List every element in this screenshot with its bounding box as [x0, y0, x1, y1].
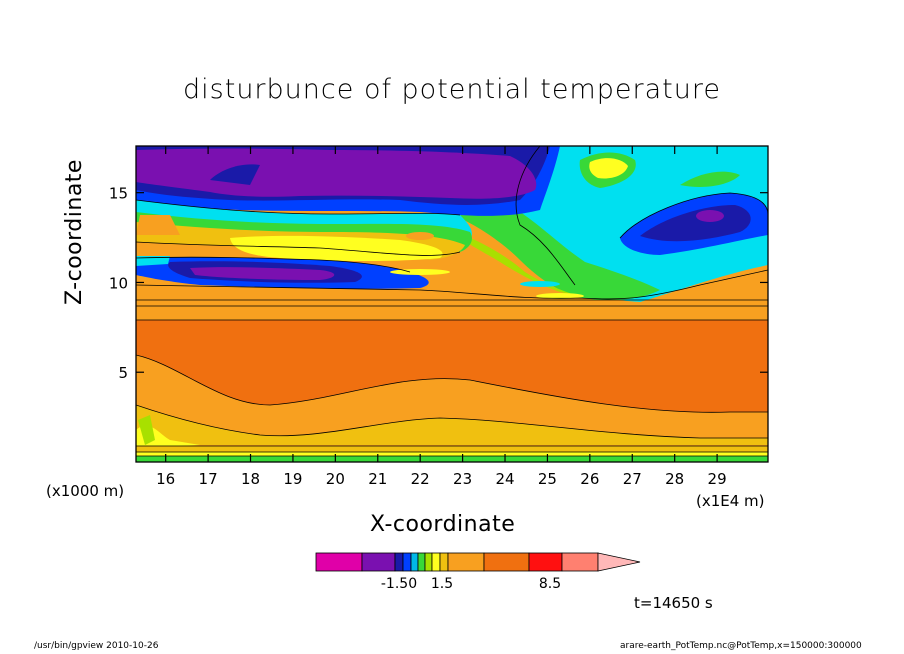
colorbar-swatch: [439, 552, 449, 572]
colorbar-swatch: [447, 552, 485, 572]
x-tick-label: 21: [368, 470, 387, 488]
y-tick-label: 10: [109, 274, 128, 292]
colorbar-extension: [597, 552, 641, 572]
field-dark-orange: [136, 320, 768, 413]
x-tick-label: 20: [326, 470, 345, 488]
colorbar-swatch: [528, 552, 563, 572]
y-tick-label: 15: [109, 185, 128, 203]
x-tick-label: 23: [453, 470, 472, 488]
plot-frame: [135, 145, 769, 463]
y-axis-label: Z-coordinate: [62, 159, 87, 305]
y-tick-marks: 5 10 15: [109, 185, 768, 382]
x-tick-label: 25: [538, 470, 557, 488]
footer-left: /usr/bin/gpview 2010-10-26: [34, 641, 159, 651]
footer-right: arare-earth_PotTemp.nc@PotTemp,x=150000:…: [620, 641, 862, 651]
colorbar-swatch: [431, 552, 441, 572]
x-tick-label: 16: [156, 470, 175, 488]
x-tick-label: 19: [283, 470, 302, 488]
y-tick-label: 5: [118, 364, 128, 382]
x-tick-marks: 16 17 18 19 20 21 22 23 24 25 26 27 28 29: [156, 146, 727, 488]
colorbar-swatch: [315, 552, 363, 572]
x-tick-label: 29: [708, 470, 727, 488]
x-tick-label: 17: [199, 470, 218, 488]
colorbar: -1.50 1.5 8.5: [315, 552, 641, 592]
colorbar-label: 8.5: [539, 576, 561, 592]
x-tick-label: 22: [411, 470, 430, 488]
x-tick-label: 26: [580, 470, 599, 488]
x-tick-label: 18: [241, 470, 260, 488]
time-label: t=14650 s: [634, 594, 713, 612]
colorbar-swatch: [410, 552, 419, 572]
x-tick-label: 27: [623, 470, 642, 488]
field-purple-top: [136, 148, 537, 199]
contour-field: [136, 146, 768, 462]
contour-lines: [136, 146, 768, 457]
colorbar-swatch: [417, 552, 426, 572]
colorbar-swatch: [402, 552, 412, 572]
chart-title: disturbunce of potential temperature: [183, 74, 721, 105]
colorbar-swatch: [361, 552, 396, 572]
colorbar-swatch: [424, 552, 433, 572]
x-unit-left: (x1000 m): [46, 482, 125, 500]
colorbar-label: -1.50: [381, 576, 417, 592]
x-unit-right: (x1E4 m): [696, 492, 765, 510]
colorbar-swatch: [483, 552, 530, 572]
x-axis-label: X-coordinate: [370, 512, 516, 537]
colorbar-swatch: [561, 552, 599, 572]
colorbar-swatch: [394, 552, 404, 572]
field-low-band: [136, 405, 768, 445]
colorbar-label: 1.5: [431, 576, 453, 592]
x-tick-label: 28: [665, 470, 684, 488]
x-tick-label: 24: [495, 470, 514, 488]
